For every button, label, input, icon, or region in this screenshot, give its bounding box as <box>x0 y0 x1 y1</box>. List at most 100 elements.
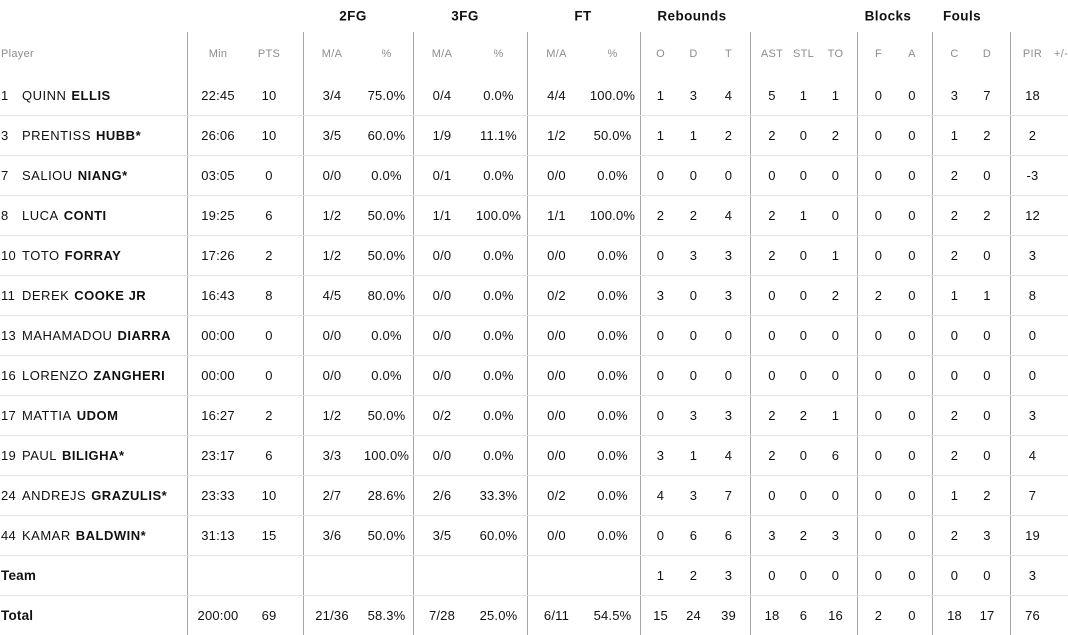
column-header-fg3: M/A <box>413 32 470 75</box>
group-header-3fg: 3FG <box>451 8 479 24</box>
cell-fc: 2 <box>932 436 976 475</box>
cell-d: 24 <box>686 608 701 623</box>
cell-fg3p: 0.0% <box>483 168 514 183</box>
group-header-fouls: Fouls <box>943 8 981 24</box>
cell-fg3: 3/5 <box>413 516 470 555</box>
cell-pir: 3 <box>1010 396 1054 435</box>
spacer <box>925 32 932 75</box>
cell-pm <box>1054 75 1068 115</box>
player-row: 24 ANDREJS GRAZULIS* 23:33 10 2/7 28.6% 2/6 33.3… <box>0 475 1068 515</box>
cell-fc: 2 <box>932 396 976 435</box>
cell-o: 3 <box>640 436 680 475</box>
player-name-cell[interactable]: 17 MATTIA UDOM <box>0 396 187 435</box>
cell-fg3p: 33.3% <box>479 488 518 503</box>
cell-bf: 0 <box>857 476 899 515</box>
spacer <box>925 156 932 195</box>
cell-to: 0 <box>831 488 840 503</box>
cell-min: 31:13 <box>187 516 248 555</box>
cell-ft: 1/1 <box>527 196 585 235</box>
cell-d: 1 <box>689 448 698 463</box>
player-first-name: TOTO <box>22 248 60 263</box>
cell-ba: 0 <box>908 288 916 303</box>
player-row: 3 PRENTISS HUBB* 26:06 10 3/5 60.0% 1/9 11.1% 1/2… <box>0 115 1068 155</box>
cell-fg3p: 25.0% <box>479 608 518 623</box>
cell-pir: -3 <box>1010 156 1054 195</box>
spacer <box>998 596 1010 635</box>
player-name-cell[interactable]: 19 PAUL BILIGHA* <box>0 436 187 475</box>
cell-fc: 0 <box>932 316 976 355</box>
column-header-min: Min <box>187 32 248 75</box>
cell-fg2p: 58.3% <box>367 608 406 623</box>
cell-min: 23:17 <box>187 436 248 475</box>
player-name-cell[interactable]: 3 PRENTISS HUBB* <box>0 116 187 155</box>
cell-fg2p: 50.0% <box>367 408 406 423</box>
spacer <box>998 476 1010 515</box>
cell-bf: 0 <box>857 436 899 475</box>
player-name-cell[interactable]: 13 MAHAMADOU DIARRA <box>0 316 187 355</box>
cell-fg2 <box>303 556 360 595</box>
column-header-fg2p: % <box>381 47 392 60</box>
cell-ba: 0 <box>908 528 916 543</box>
cell-fg2p: 75.0% <box>367 87 406 103</box>
spacer <box>290 436 303 475</box>
cell-fg2p: 50.0% <box>367 528 406 543</box>
cell-to: 6 <box>831 448 840 463</box>
cell-pir: 76 <box>1010 596 1054 635</box>
cell-pir: 8 <box>1010 276 1054 315</box>
cell-fd: 1 <box>983 288 991 303</box>
spacer <box>925 236 932 275</box>
column-header-fc: C <box>932 32 976 75</box>
cell-o: 0 <box>640 516 680 555</box>
player-name-cell[interactable]: 44 KAMAR BALDWIN* <box>0 516 187 555</box>
cell-fg3: 0/0 <box>413 316 470 355</box>
player-name-cell[interactable]: 10 TOTO FORRAY <box>0 236 187 275</box>
player-name-cell[interactable]: 11 DEREK COOKE JR <box>0 276 187 315</box>
cell-fg3p: 60.0% <box>479 528 518 543</box>
cell-fg3 <box>413 556 470 595</box>
player-name-cell[interactable]: 24 ANDREJS GRAZULIS* <box>0 476 187 515</box>
cell-pm <box>1054 236 1068 275</box>
cell-ba: 0 <box>908 128 916 143</box>
cell-pts: 15 <box>261 528 277 543</box>
player-last-name: UDOM <box>76 408 119 423</box>
spacer <box>998 516 1010 555</box>
cell-bf: 0 <box>857 116 899 155</box>
cell-d: 0 <box>689 328 698 343</box>
player-first-name: KAMAR <box>22 528 71 543</box>
jersey-number: 11 <box>1 288 16 303</box>
cell-pts: 2 <box>265 408 273 423</box>
cell-d: 3 <box>689 488 698 503</box>
player-name-cell[interactable]: 7 SALIOU NIANG* <box>0 156 187 195</box>
cell-bf: 2 <box>857 596 899 635</box>
player-first-name: DEREK <box>22 288 70 303</box>
cell-pts <box>248 556 290 595</box>
cell-o: 3 <box>640 276 680 315</box>
cell-fd: 0 <box>983 368 991 383</box>
player-name-cell[interactable]: 16 LORENZO ZANGHERI <box>0 356 187 395</box>
cell-ba: 0 <box>908 248 916 263</box>
column-header-t: T <box>724 47 733 60</box>
player-row: 7 SALIOU NIANG* 03:05 0 0/0 0.0% 0/1 0.0% 0/0 0.0%… <box>0 155 1068 195</box>
player-name-cell[interactable]: 1 QUINN ELLIS <box>0 75 187 115</box>
spacer <box>925 556 932 595</box>
cell-d: 1 <box>689 128 698 143</box>
cell-ba: 0 <box>908 87 916 103</box>
cell-fc: 1 <box>932 276 976 315</box>
spacer <box>290 596 303 635</box>
cell-ftp: 54.5% <box>593 608 632 623</box>
cell-ftp: 0.0% <box>597 368 628 383</box>
cell-o: 4 <box>640 476 680 515</box>
cell-pm <box>1054 116 1068 155</box>
player-last-name: ZANGHERI <box>93 368 166 383</box>
player-row: 13 MAHAMADOU DIARRA 00:00 0 0/0 0.0% 0/0 0.0% 0/0… <box>0 315 1068 355</box>
cell-pts: 0 <box>265 168 273 183</box>
player-last-name: ELLIS <box>71 87 111 103</box>
player-last-name: FORRAY <box>64 248 122 263</box>
cell-min: 00:00 <box>187 316 248 355</box>
cell-bf: 0 <box>857 236 899 275</box>
cell-stl: 0 <box>799 328 808 343</box>
cell-fd: 7 <box>983 87 991 103</box>
player-name-cell[interactable]: 8 LUCA CONTI <box>0 196 187 235</box>
cell-o: 15 <box>640 596 680 635</box>
spacer <box>998 196 1010 235</box>
